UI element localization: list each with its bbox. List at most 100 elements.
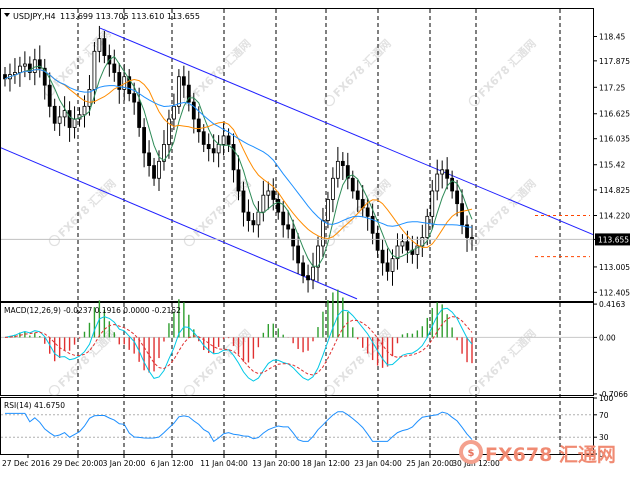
candle-body bbox=[271, 190, 276, 200]
rsi-tick-label: 70 bbox=[599, 411, 609, 420]
candle-body bbox=[137, 101, 142, 128]
candle-body bbox=[172, 105, 176, 120]
watermark-coin-icon bbox=[468, 384, 481, 397]
candle-body bbox=[152, 165, 156, 179]
candle-body bbox=[216, 144, 221, 154]
price-tick-label: 114.825 bbox=[599, 186, 630, 195]
candle-body bbox=[415, 245, 420, 255]
candle-body bbox=[102, 38, 107, 56]
candle-body bbox=[117, 72, 122, 90]
macd-indicator bbox=[1, 289, 593, 382]
logo-text: FX678 汇通网 bbox=[485, 444, 616, 466]
macd-tick-label: 0.00 bbox=[599, 333, 616, 342]
candle-body bbox=[112, 63, 117, 73]
candle-body bbox=[201, 131, 206, 145]
candle-body bbox=[380, 249, 385, 264]
candle-body bbox=[42, 67, 47, 86]
watermark-coin-icon bbox=[468, 234, 481, 247]
candle-body bbox=[211, 148, 216, 154]
candle-body bbox=[186, 84, 191, 103]
candle-body bbox=[87, 89, 92, 107]
macd-tick-label: -0.7066 bbox=[599, 390, 628, 399]
candle-body bbox=[13, 72, 17, 75]
candle-body bbox=[72, 118, 77, 128]
price-tick-label: 116.625 bbox=[599, 110, 630, 119]
candle-body bbox=[32, 59, 37, 73]
candle-body bbox=[142, 127, 147, 154]
macd-pane-border bbox=[0, 302, 594, 396]
candle-body bbox=[92, 50, 97, 90]
macd-title: MACD(12,26,9) -0.0237 0.1916 0.0000 -0.2… bbox=[4, 306, 181, 315]
ohlc-values: 113.699 113.705 113.610 113.655 bbox=[60, 12, 200, 21]
candle-body bbox=[236, 169, 241, 192]
candle-body bbox=[37, 59, 42, 69]
candle-body bbox=[286, 224, 291, 230]
price-axis: 118.45 117.875 117.25 116.625 116.035 115.42 1… bbox=[593, 33, 630, 297]
candle-body bbox=[405, 241, 410, 251]
time-tick-label: 27 Dec 2016 bbox=[2, 459, 50, 468]
candle-body bbox=[355, 190, 360, 200]
current-price-label: 113.655 bbox=[598, 235, 629, 244]
ma-fast-line bbox=[4, 55, 473, 267]
candle-body bbox=[206, 144, 211, 150]
channel-upper-line bbox=[99, 27, 594, 236]
candle-body bbox=[3, 74, 7, 80]
time-tick-label: 11 Jan 04:00 bbox=[200, 459, 248, 468]
time-tick-label: 18 Jan 12:00 bbox=[302, 459, 350, 468]
candle-body bbox=[132, 93, 137, 103]
moving-averages bbox=[4, 55, 473, 267]
candle-body bbox=[321, 220, 325, 247]
time-axis: 27 Dec 2016 29 Dec 20:00 3 Jan 20:00 6 Jan … bbox=[2, 454, 500, 468]
watermark-coin-icon bbox=[183, 384, 196, 397]
dropdown-triangle-icon[interactable] bbox=[4, 13, 10, 17]
ma-slow-line bbox=[4, 69, 473, 228]
candle-body bbox=[57, 116, 62, 124]
candle-body bbox=[18, 65, 22, 73]
rsi-indicator bbox=[1, 411, 593, 443]
candle-body bbox=[27, 63, 32, 73]
price-tick-label: 112.405 bbox=[599, 288, 630, 297]
rsi-pane-border bbox=[0, 397, 594, 455]
candle-body bbox=[191, 101, 196, 120]
price-tick-label: 117.875 bbox=[599, 57, 630, 66]
watermark-coin-icon bbox=[183, 234, 196, 247]
macd-line bbox=[4, 307, 473, 382]
candle-body bbox=[400, 241, 405, 247]
candle-body bbox=[167, 118, 171, 145]
candle-body bbox=[47, 84, 52, 107]
candle-body bbox=[181, 76, 186, 86]
candle-body bbox=[296, 245, 301, 264]
candle-body bbox=[340, 160, 345, 166]
price-tick-label: 116.035 bbox=[599, 135, 630, 144]
price-tick-label: 114.220 bbox=[599, 212, 630, 221]
candle-body bbox=[326, 199, 330, 221]
candle-body bbox=[127, 76, 132, 95]
time-tick-label: 29 Dec 20:00 bbox=[53, 459, 104, 468]
candle-body bbox=[256, 211, 261, 226]
candle-body bbox=[345, 165, 350, 179]
watermark-coin-icon bbox=[48, 234, 61, 247]
candle-body bbox=[52, 105, 57, 124]
macd-signal-line bbox=[4, 316, 473, 376]
macd-axis: 0.4163 0.00 -0.7066 bbox=[593, 300, 628, 399]
candle-body bbox=[395, 245, 400, 260]
candle-body bbox=[375, 232, 380, 251]
candle-body bbox=[330, 177, 335, 200]
time-tick-label: 6 Jan 12:00 bbox=[151, 459, 194, 468]
candle-body bbox=[147, 152, 151, 166]
candle-body bbox=[460, 203, 464, 226]
price-tick-label: 117.25 bbox=[599, 83, 625, 92]
rsi-line bbox=[5, 411, 473, 443]
time-tick-label: 30 Jan 12:00 bbox=[452, 459, 500, 468]
candle-body bbox=[97, 38, 102, 52]
candle-body bbox=[251, 220, 256, 226]
fx678-logo: $ FX678 汇通网 bbox=[459, 440, 616, 466]
candle-body bbox=[455, 190, 459, 205]
watermark-coin-icon bbox=[468, 94, 481, 107]
reference-lines bbox=[1, 215, 593, 258]
candle-body bbox=[261, 194, 266, 213]
candle-body bbox=[241, 190, 246, 213]
rsi-tick-label: 100 bbox=[599, 394, 614, 403]
